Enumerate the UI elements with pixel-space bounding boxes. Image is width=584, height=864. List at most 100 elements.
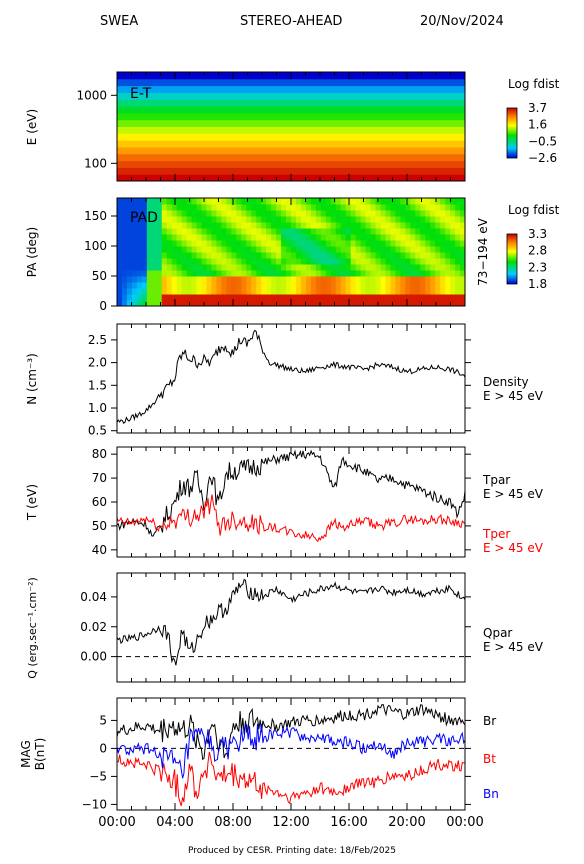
pad-cell [335,300,342,307]
pad-cell [445,282,451,289]
pad-cell [430,258,436,265]
pad-cell [440,282,446,289]
pad-cell [121,282,128,289]
pad-cell [146,288,153,295]
xtick-label: 12:00 [272,815,309,830]
et-ylabel: E (eV) [25,109,39,145]
pad-cell [430,288,436,295]
pad-cell [370,264,377,271]
pad-cell [216,216,222,223]
pad-cell [440,276,446,283]
pad-cell [271,270,277,277]
pad-cell [450,252,456,259]
pad-cell [191,204,198,211]
pad-cell [181,210,188,217]
pad-cell [211,282,217,289]
pad-cell [310,210,317,217]
pad-cell [455,264,461,271]
pad-cell [261,300,267,307]
pad-cell [166,198,173,205]
pad-cell [400,264,406,271]
pad-cell [226,294,232,301]
pad-cell [335,288,342,295]
pad-cell [320,210,327,217]
pad-cell [455,288,461,295]
pad-cell [286,300,292,307]
pad-cell [380,246,386,253]
pad-cell [430,252,436,259]
pad-cell [216,270,222,277]
pad-cell [281,288,287,295]
pad-cell [385,288,391,295]
pad-cell [415,276,421,283]
pad-cell [450,288,456,295]
pad-cell [390,276,396,283]
pad-cell [365,300,372,307]
pad-cell [136,282,143,289]
pad-cell [246,234,252,241]
pad-cell [256,210,262,217]
pad-cell [370,252,377,259]
pad-cell [241,288,247,295]
pad-cell [430,282,436,289]
pad-cell [335,276,342,283]
pad-cell [380,276,386,283]
pad-cell [136,222,143,229]
pad-cell [405,228,411,235]
pad-cell [340,276,347,283]
ytick-label: 0.5 [88,424,107,438]
colorbar-tick-2: 2.8 [528,244,547,258]
pad-cell [345,198,352,205]
pad-cell [231,252,237,259]
pad-cell [305,258,312,265]
pad-cell [117,276,123,283]
pad-cell [440,222,446,229]
pad-cell [276,234,282,241]
pad-cell [131,198,138,205]
pad-cell [345,270,352,277]
pad-cell [141,228,148,235]
pad-cell [380,282,386,289]
pad-cell [186,246,193,253]
pad-cell [236,198,242,205]
qpar-series-label: Qpar [483,626,512,640]
pad-cell [395,234,401,241]
pad-cell [445,234,451,241]
pad-cell [131,258,138,265]
pad-cell [415,228,421,235]
pad-cell [291,234,297,241]
et-ytick-label: 100 [84,156,107,170]
pad-cell [131,288,138,295]
pad-cell [161,216,168,223]
pad-cell [390,210,396,217]
pad-cell [216,276,222,283]
pad-cell [420,264,426,271]
pad-cell [166,294,173,301]
pad-cell [246,228,252,235]
pad-cell [286,198,292,205]
pad-cell [305,300,312,307]
pad-cell [365,246,372,253]
xtick-label: 04:00 [156,815,193,830]
pad-cell [425,294,431,301]
pad-cell [151,240,158,247]
pad-cell [271,240,277,247]
pad-cell [390,300,396,307]
ytick-label: −5 [89,769,107,783]
pad-cell [251,204,257,211]
pad-cell [121,300,128,307]
pad-cell [300,300,307,307]
pad-cell [380,234,386,241]
pad-cell [186,228,193,235]
pad-cell [420,234,426,241]
pad-cell [221,234,227,241]
pad-cell [310,234,317,241]
pad-cell [206,216,212,223]
pad-cell [176,204,183,211]
pad-cell [166,264,173,271]
pad-cell [460,210,466,217]
pad-cell [370,240,377,247]
pad-cell [325,216,332,223]
pad-cell [176,240,183,247]
pad-cell [385,294,391,301]
